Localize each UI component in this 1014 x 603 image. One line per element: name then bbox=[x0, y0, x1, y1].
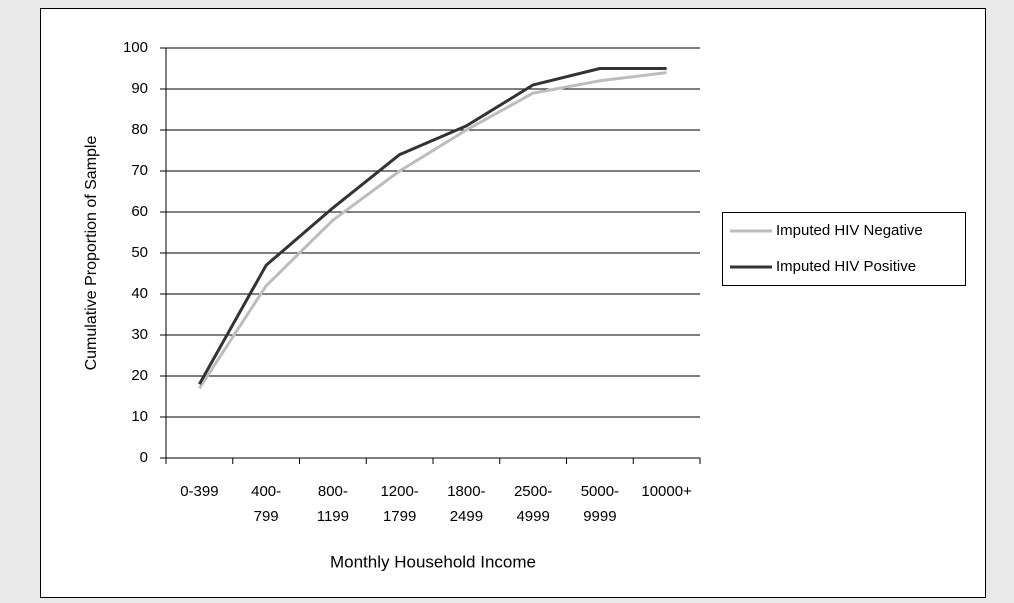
chart-frame bbox=[40, 8, 986, 598]
x-tick-label: 5000- 9999 bbox=[581, 483, 619, 525]
y-tick-label: 10 bbox=[131, 408, 148, 425]
x-tick-label-line: 799 bbox=[254, 508, 279, 525]
y-tick-label: 40 bbox=[131, 285, 148, 302]
series-line bbox=[198, 67, 667, 385]
legend-label: Imputed HIV Positive bbox=[776, 258, 916, 275]
x-tick-label-line: 5000- bbox=[581, 483, 619, 500]
x-tick-label-line: 2500- bbox=[514, 483, 552, 500]
legend-label: Imputed HIV Negative bbox=[776, 222, 923, 239]
x-tick-label-line: 4999 bbox=[516, 508, 549, 525]
x-tick-label: 1800- 2499 bbox=[447, 483, 485, 525]
x-tick-label: 800- 1199 bbox=[317, 483, 349, 525]
x-tick-label-line: 1200- bbox=[380, 483, 418, 500]
y-axis-label: Cumulative Proportion of Sample bbox=[83, 136, 100, 371]
y-tick-label: 100 bbox=[123, 39, 148, 56]
series-line bbox=[198, 71, 667, 390]
y-tick-label: 80 bbox=[131, 121, 148, 138]
x-tick-label-line: 800- bbox=[318, 483, 348, 500]
x-tick-label-line: 9999 bbox=[583, 508, 616, 525]
y-tick-label: 0 bbox=[140, 449, 148, 466]
x-tick-label: 1200- 1799 bbox=[380, 483, 418, 525]
legend-box bbox=[722, 212, 966, 286]
x-tick-label: 0-399 bbox=[180, 483, 218, 500]
x-tick-label-line: 1800- bbox=[447, 483, 485, 500]
y-tick-label: 90 bbox=[131, 80, 148, 97]
y-tick-label: 30 bbox=[131, 326, 148, 343]
x-tick-label-line: 400- bbox=[251, 483, 281, 500]
x-tick-label-line: 1199 bbox=[317, 508, 349, 525]
x-tick-label: 10000+ bbox=[641, 483, 692, 500]
x-tick-label-line: 1799 bbox=[383, 508, 416, 525]
y-tick-label: 50 bbox=[131, 244, 148, 261]
x-tick-label-line: 2499 bbox=[450, 508, 483, 525]
y-tick-label: 20 bbox=[131, 367, 148, 384]
x-tick-label: 2500- 4999 bbox=[514, 483, 552, 525]
x-tick-label: 400- 799 bbox=[251, 483, 281, 525]
x-axis-label: Monthly Household Income bbox=[330, 552, 536, 571]
y-tick-label: 70 bbox=[131, 162, 148, 179]
y-tick-label: 60 bbox=[131, 203, 148, 220]
